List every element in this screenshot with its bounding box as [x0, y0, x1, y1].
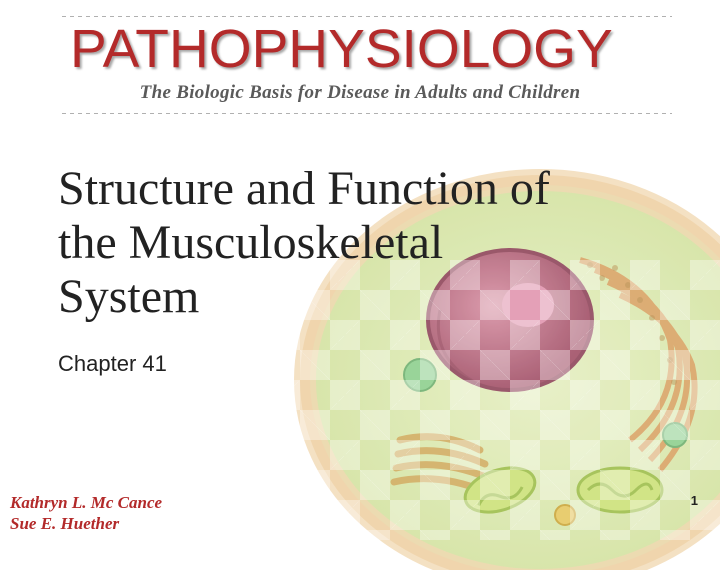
- page-number: 1: [691, 493, 698, 508]
- author-1: Kathryn L. Mc Cance: [10, 492, 162, 513]
- authors-block: Kathryn L. Mc Cance Sue E. Huether: [10, 492, 162, 535]
- topic-block: Structure and Function of the Musculoske…: [58, 162, 590, 377]
- book-header: PATHOPHYSIOLOGY The Biologic Basis for D…: [70, 22, 650, 104]
- book-title: PATHOPHYSIOLOGY: [70, 22, 662, 76]
- chapter-label: Chapter 41: [58, 351, 590, 377]
- slide: PATHOPHYSIOLOGY The Biologic Basis for D…: [0, 0, 720, 540]
- author-2: Sue E. Huether: [10, 513, 162, 534]
- topic-title: Structure and Function of the Musculoske…: [58, 162, 590, 323]
- book-subtitle: The Biologic Basis for Disease in Adults…: [70, 82, 650, 104]
